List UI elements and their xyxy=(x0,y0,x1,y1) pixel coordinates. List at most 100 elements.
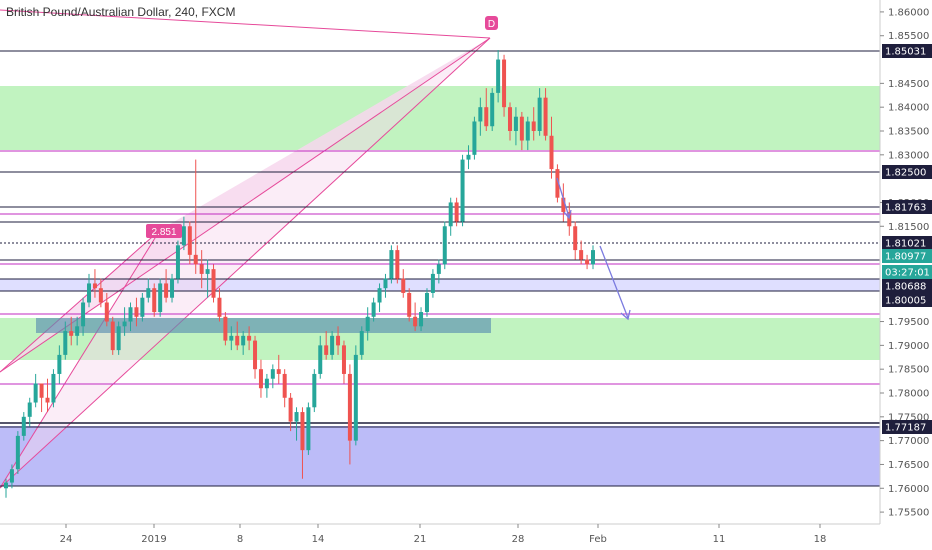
candle xyxy=(330,331,335,360)
candle xyxy=(419,307,424,332)
x-tick-label: 18 xyxy=(814,534,827,545)
green-zone-upper xyxy=(0,86,880,150)
candle-body xyxy=(424,292,429,313)
candle-body xyxy=(253,340,258,370)
y-tick-label: 1.83000 xyxy=(888,150,929,161)
candle xyxy=(383,273,388,298)
price-label-text: 1.85031 xyxy=(885,47,926,58)
x-tick-label: 28 xyxy=(512,534,525,545)
candle xyxy=(490,88,495,131)
candle-body xyxy=(502,59,507,108)
candle xyxy=(81,297,86,336)
candle-body xyxy=(341,345,346,374)
candle xyxy=(241,331,246,355)
pattern-leg-xb xyxy=(0,229,161,373)
time-axis[interactable]: 24 2019 8 14 21 28 Feb 11 18 xyxy=(60,524,827,545)
candle-body xyxy=(300,412,305,451)
candle xyxy=(401,269,406,298)
price-label: 1.80005 xyxy=(882,293,932,307)
candle xyxy=(496,50,501,103)
price-label-bg xyxy=(882,44,932,58)
candle xyxy=(128,302,133,332)
price-label-bg xyxy=(882,200,932,214)
candle xyxy=(164,269,169,303)
candle-body xyxy=(57,354,62,374)
candle-body xyxy=(359,331,364,355)
candle xyxy=(472,116,477,160)
candle-body xyxy=(383,278,388,289)
candle-body xyxy=(63,331,68,355)
candle-body xyxy=(377,288,382,303)
price-label: 1.85031 xyxy=(882,44,932,58)
lavender-band xyxy=(0,279,880,291)
candle xyxy=(57,345,62,384)
pattern-leg-ab xyxy=(0,229,161,489)
candle-body xyxy=(371,302,376,317)
candle xyxy=(389,245,394,284)
candle-body xyxy=(401,278,406,293)
candle-body xyxy=(294,412,299,422)
candle xyxy=(531,107,536,141)
candle xyxy=(229,326,234,351)
candle-body xyxy=(175,245,180,279)
candle-body xyxy=(573,226,578,251)
candle-body xyxy=(235,335,240,346)
candle xyxy=(537,88,542,136)
y-tick-label: 1.79000 xyxy=(888,341,929,352)
candle-body xyxy=(513,116,518,131)
candle-body xyxy=(466,154,471,160)
candle xyxy=(430,269,435,298)
candle xyxy=(21,412,26,441)
candle xyxy=(104,292,109,327)
price-label-bg xyxy=(882,293,932,307)
projection-arrow-1 xyxy=(556,177,570,218)
candle-body xyxy=(158,283,163,313)
candle xyxy=(193,159,198,274)
candle xyxy=(555,164,560,203)
y-tick-label: 1.76500 xyxy=(888,460,929,471)
candle xyxy=(270,364,275,389)
candle-body xyxy=(442,226,447,265)
candle-body xyxy=(39,383,44,398)
candle-body xyxy=(270,369,275,379)
y-tick-label: 1.77000 xyxy=(888,436,929,447)
candle xyxy=(502,54,507,117)
candle-body xyxy=(395,250,400,279)
candle-body xyxy=(45,397,50,403)
price-label: 1.80977 xyxy=(882,249,932,263)
candle-body xyxy=(549,135,554,170)
candle-body xyxy=(75,326,80,336)
candle xyxy=(442,221,447,270)
candle xyxy=(282,369,287,408)
candle xyxy=(39,383,44,413)
candle-body xyxy=(484,107,489,127)
candle-body xyxy=(33,383,38,403)
candle-body xyxy=(187,226,192,255)
candle-body xyxy=(27,402,32,417)
candle xyxy=(253,335,258,379)
candle xyxy=(211,264,216,303)
candle-body xyxy=(312,373,317,408)
candle-body xyxy=(585,259,590,265)
candle xyxy=(247,326,252,351)
y-tick-label: 1.78000 xyxy=(888,389,929,400)
candle-body xyxy=(264,378,269,389)
blue-zone xyxy=(0,426,880,486)
x-tick-label: 8 xyxy=(237,534,243,545)
candle xyxy=(175,240,180,284)
y-tick-label: 1.86000 xyxy=(888,7,929,18)
candle xyxy=(110,316,115,355)
candle-body xyxy=(21,416,26,436)
pattern-label-b-text: 2.851 xyxy=(151,227,176,238)
candle xyxy=(15,431,20,474)
candle xyxy=(223,312,228,346)
candle xyxy=(158,278,163,317)
candle xyxy=(359,326,364,360)
candle xyxy=(300,407,305,479)
candle xyxy=(413,302,418,332)
candle-body xyxy=(353,354,358,441)
candle-body xyxy=(389,250,394,279)
candle-body xyxy=(407,292,412,317)
candle-body xyxy=(170,278,175,298)
